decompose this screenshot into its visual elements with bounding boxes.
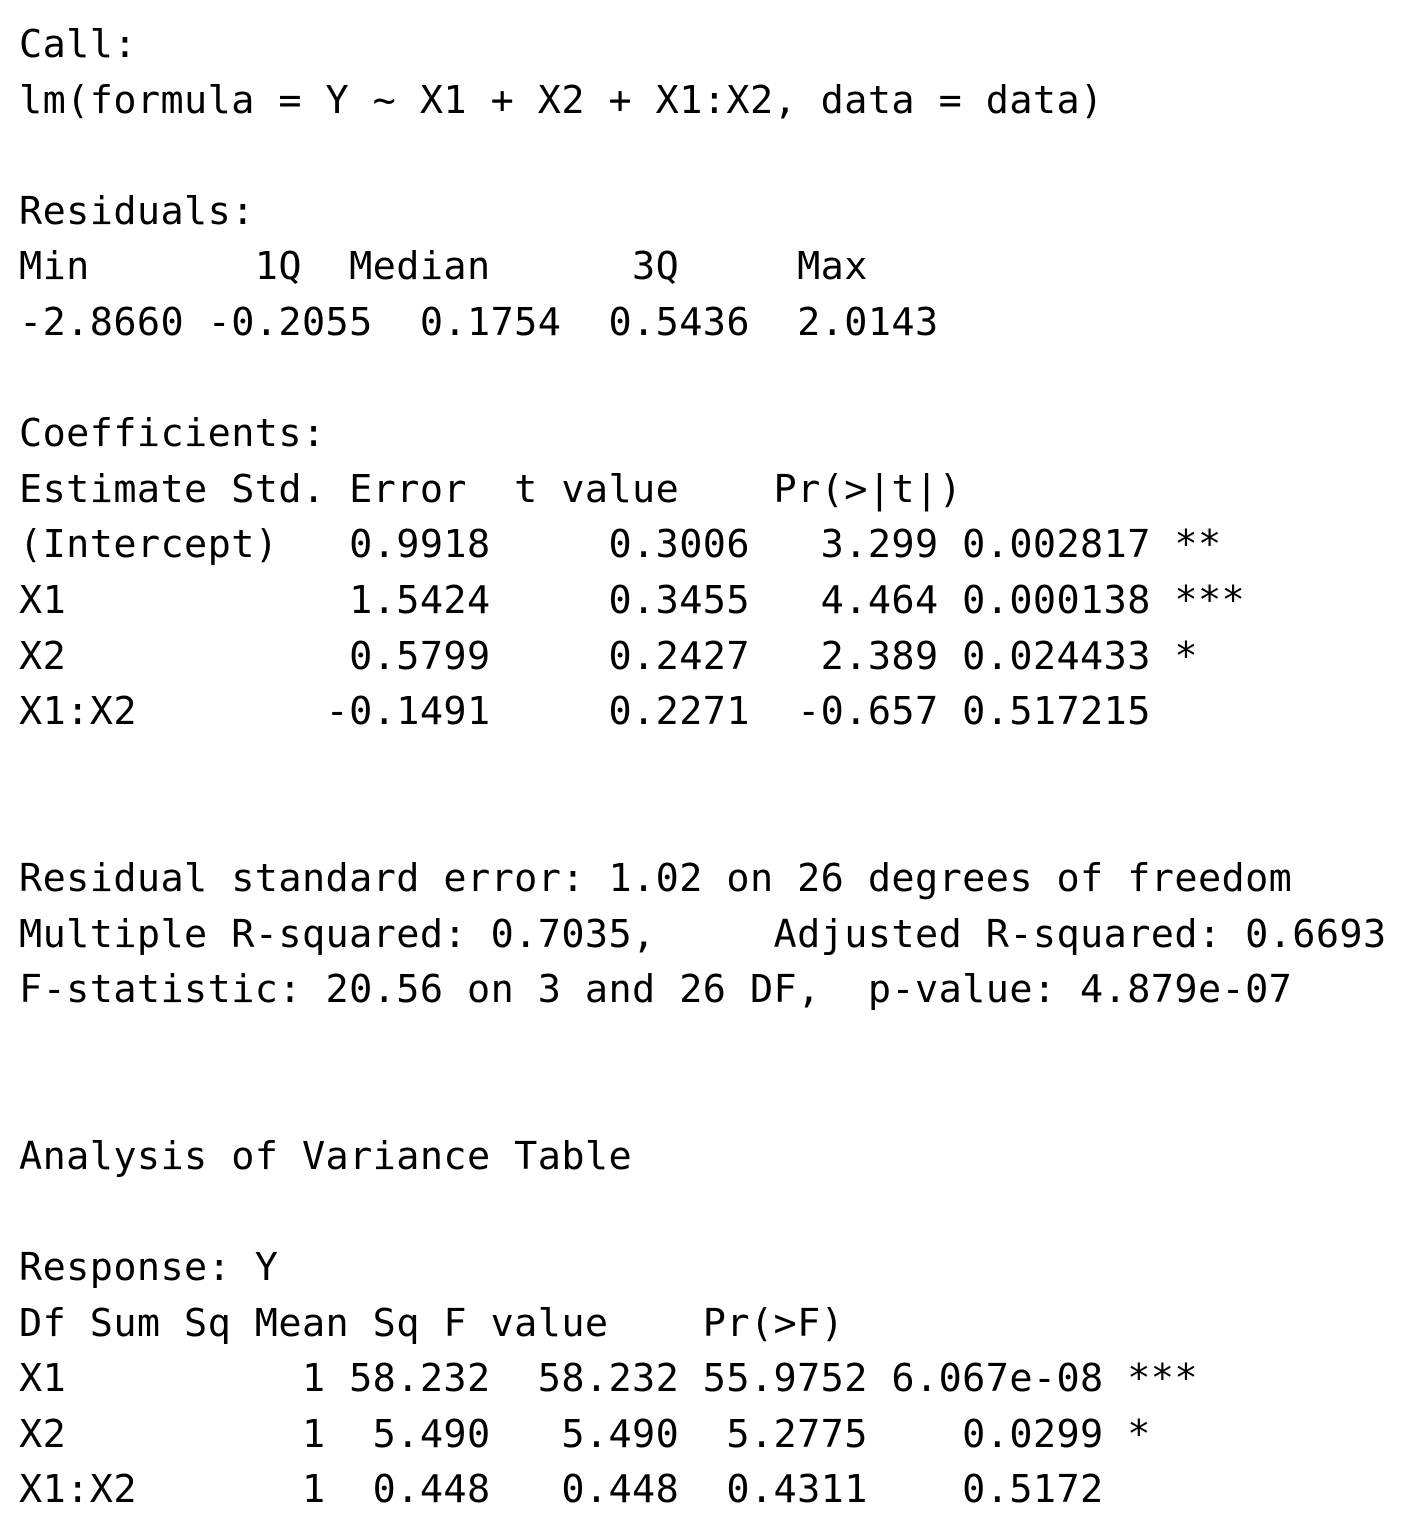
- blank-line: [19, 1184, 1387, 1240]
- r-squared-line: Multiple R-squared: 0.7035, Adjusted R-s…: [19, 911, 1387, 957]
- blank-line: [19, 795, 1387, 851]
- coefficients-label: Coefficients:: [19, 411, 326, 457]
- blank-line: [19, 351, 1387, 407]
- coefficients-header: Estimate Std. Error t value Pr(>|t|): [19, 466, 963, 512]
- call-label: Call:: [19, 22, 137, 67]
- coefficients-row-x1-x2: X1:X2 -0.1491 0.2271 -0.657 0.517215: [19, 689, 1151, 735]
- anova-response: Response: Y: [19, 1245, 279, 1291]
- blank-line: [19, 128, 1387, 184]
- blank-line: [19, 1073, 1387, 1129]
- residuals-values: -2.8660 -0.2055 0.1754 0.5436 2.0143: [19, 299, 939, 345]
- anova-row-x1-x2: X1:X2 1 0.448 0.448 0.4311 0.5172: [19, 1467, 1104, 1513]
- residuals-header: Min 1Q Median 3Q Max: [19, 244, 868, 290]
- residual-standard-error: Residual standard error: 1.02 on 26 degr…: [19, 855, 1293, 901]
- residuals-label: Residuals:: [19, 188, 255, 234]
- blank-line: [19, 1018, 1387, 1074]
- coefficients-row-intercept: (Intercept) 0.9918 0.3006 3.299 0.002817…: [19, 522, 1222, 568]
- anova-header: Df Sum Sq Mean Sq F value Pr(>F): [19, 1300, 845, 1346]
- call-formula: lm(formula = Y ~ X1 + X2 + X1:X2, data =…: [19, 77, 1104, 123]
- r-console-output: Call: lm(formula = Y ~ X1 + X2 + X1:X2, d…: [19, 17, 1387, 1518]
- anova-row-x1: X1 1 58.232 58.232 55.9752 6.067e-08 ***: [19, 1356, 1198, 1402]
- anova-title: Analysis of Variance Table: [19, 1133, 633, 1179]
- blank-line: [19, 740, 1387, 796]
- coefficients-row-x2: X2 0.5799 0.2427 2.389 0.024433 *: [19, 633, 1198, 679]
- coefficients-row-x1: X1 1.5424 0.3455 4.464 0.000138 ***: [19, 577, 1246, 623]
- f-statistic-line: F-statistic: 20.56 on 3 and 26 DF, p-val…: [19, 967, 1293, 1013]
- anova-row-x2: X2 1 5.490 5.490 5.2775 0.0299 *: [19, 1411, 1151, 1457]
